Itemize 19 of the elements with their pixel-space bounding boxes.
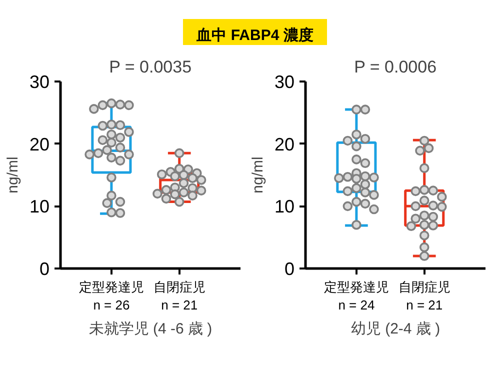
x-tick-label: 定型発達児 n = 26	[78, 280, 144, 312]
y-tick-label: 30	[274, 72, 295, 92]
y-tick-label: 10	[29, 196, 50, 217]
y-tick-label: 0	[284, 259, 295, 279]
x-axis-title: 未就学児 (4 -6 歳 )	[88, 320, 212, 338]
y-tick-label: 20	[29, 134, 50, 154]
x-axis-title: 幼児 (2-4 歳 )	[350, 320, 440, 338]
y-tick-label: 10	[274, 196, 295, 217]
y-axis-title: ng/ml	[4, 156, 22, 194]
x-tick-label: 定型発達児 n = 24	[324, 280, 389, 312]
text: P = 0.0006	[354, 58, 437, 76]
x-tick-label: 自閉症児 n = 21	[153, 280, 206, 312]
y-tick-label: 20	[274, 134, 295, 154]
chart-title: 血中 FABP4 濃度	[182, 19, 328, 45]
x-tick-label: 自閉症児 n = 21	[398, 280, 450, 312]
y-tick-label: 0	[39, 259, 50, 279]
y-tick-label: 30	[29, 72, 50, 92]
y-axis-title: ng/ml	[249, 156, 266, 194]
text: P = 0.0035	[109, 58, 192, 76]
